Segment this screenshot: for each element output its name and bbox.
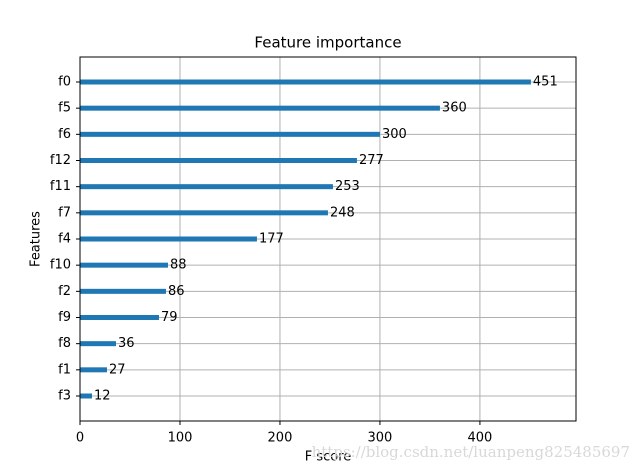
x-tick-label: 400 bbox=[468, 431, 493, 446]
y-tick-label: f6 bbox=[58, 127, 71, 142]
y-tick-label: f7 bbox=[58, 205, 71, 220]
data-label: 360 bbox=[442, 101, 467, 116]
y-tick-label: f5 bbox=[58, 101, 71, 116]
y-tick-label: f9 bbox=[58, 310, 71, 325]
data-label: 277 bbox=[359, 153, 384, 168]
y-tick-label: f4 bbox=[58, 232, 71, 247]
y-tick-label: f8 bbox=[58, 336, 71, 351]
bar bbox=[80, 315, 159, 320]
x-tick-label: 200 bbox=[268, 431, 293, 446]
data-label: 248 bbox=[330, 205, 355, 220]
bar bbox=[80, 236, 257, 242]
data-label: 27 bbox=[109, 362, 126, 377]
data-label: 88 bbox=[170, 258, 187, 273]
x-tick-label: 0 bbox=[76, 431, 84, 446]
bar bbox=[80, 393, 92, 399]
chart-title: Feature importance bbox=[254, 34, 401, 52]
data-label: 451 bbox=[533, 75, 558, 90]
data-label: 79 bbox=[161, 310, 178, 325]
y-tick-label: f1 bbox=[58, 362, 71, 377]
bar bbox=[80, 341, 116, 347]
y-tick-label: f0 bbox=[58, 75, 71, 90]
y-axis-label: Features bbox=[29, 211, 44, 267]
y-tick-label: f2 bbox=[58, 284, 71, 299]
y-tick-label: f11 bbox=[50, 179, 71, 194]
bar bbox=[80, 288, 166, 294]
x-tick-label: 300 bbox=[368, 431, 393, 446]
data-label: 36 bbox=[118, 336, 135, 351]
data-label: 253 bbox=[335, 179, 360, 194]
y-tick-label: f10 bbox=[50, 258, 71, 273]
y-tick-label: f12 bbox=[50, 153, 71, 168]
plot-frame bbox=[79, 56, 577, 422]
bar bbox=[80, 158, 357, 163]
x-axis-label: F score bbox=[305, 450, 352, 465]
y-tick-label: f3 bbox=[58, 389, 71, 404]
bar bbox=[80, 79, 531, 85]
bar bbox=[80, 367, 107, 373]
data-label: 86 bbox=[168, 284, 185, 299]
bar bbox=[80, 105, 440, 111]
bar bbox=[80, 210, 328, 216]
data-label: 177 bbox=[259, 232, 284, 247]
bar bbox=[80, 184, 333, 190]
data-label: 12 bbox=[94, 389, 111, 404]
bar bbox=[80, 262, 168, 268]
watermark: https://blog.csdn.net/luanpeng825485697 bbox=[312, 443, 630, 461]
bar bbox=[80, 131, 380, 137]
data-label: 300 bbox=[382, 127, 407, 142]
x-tick-label: 100 bbox=[168, 431, 193, 446]
